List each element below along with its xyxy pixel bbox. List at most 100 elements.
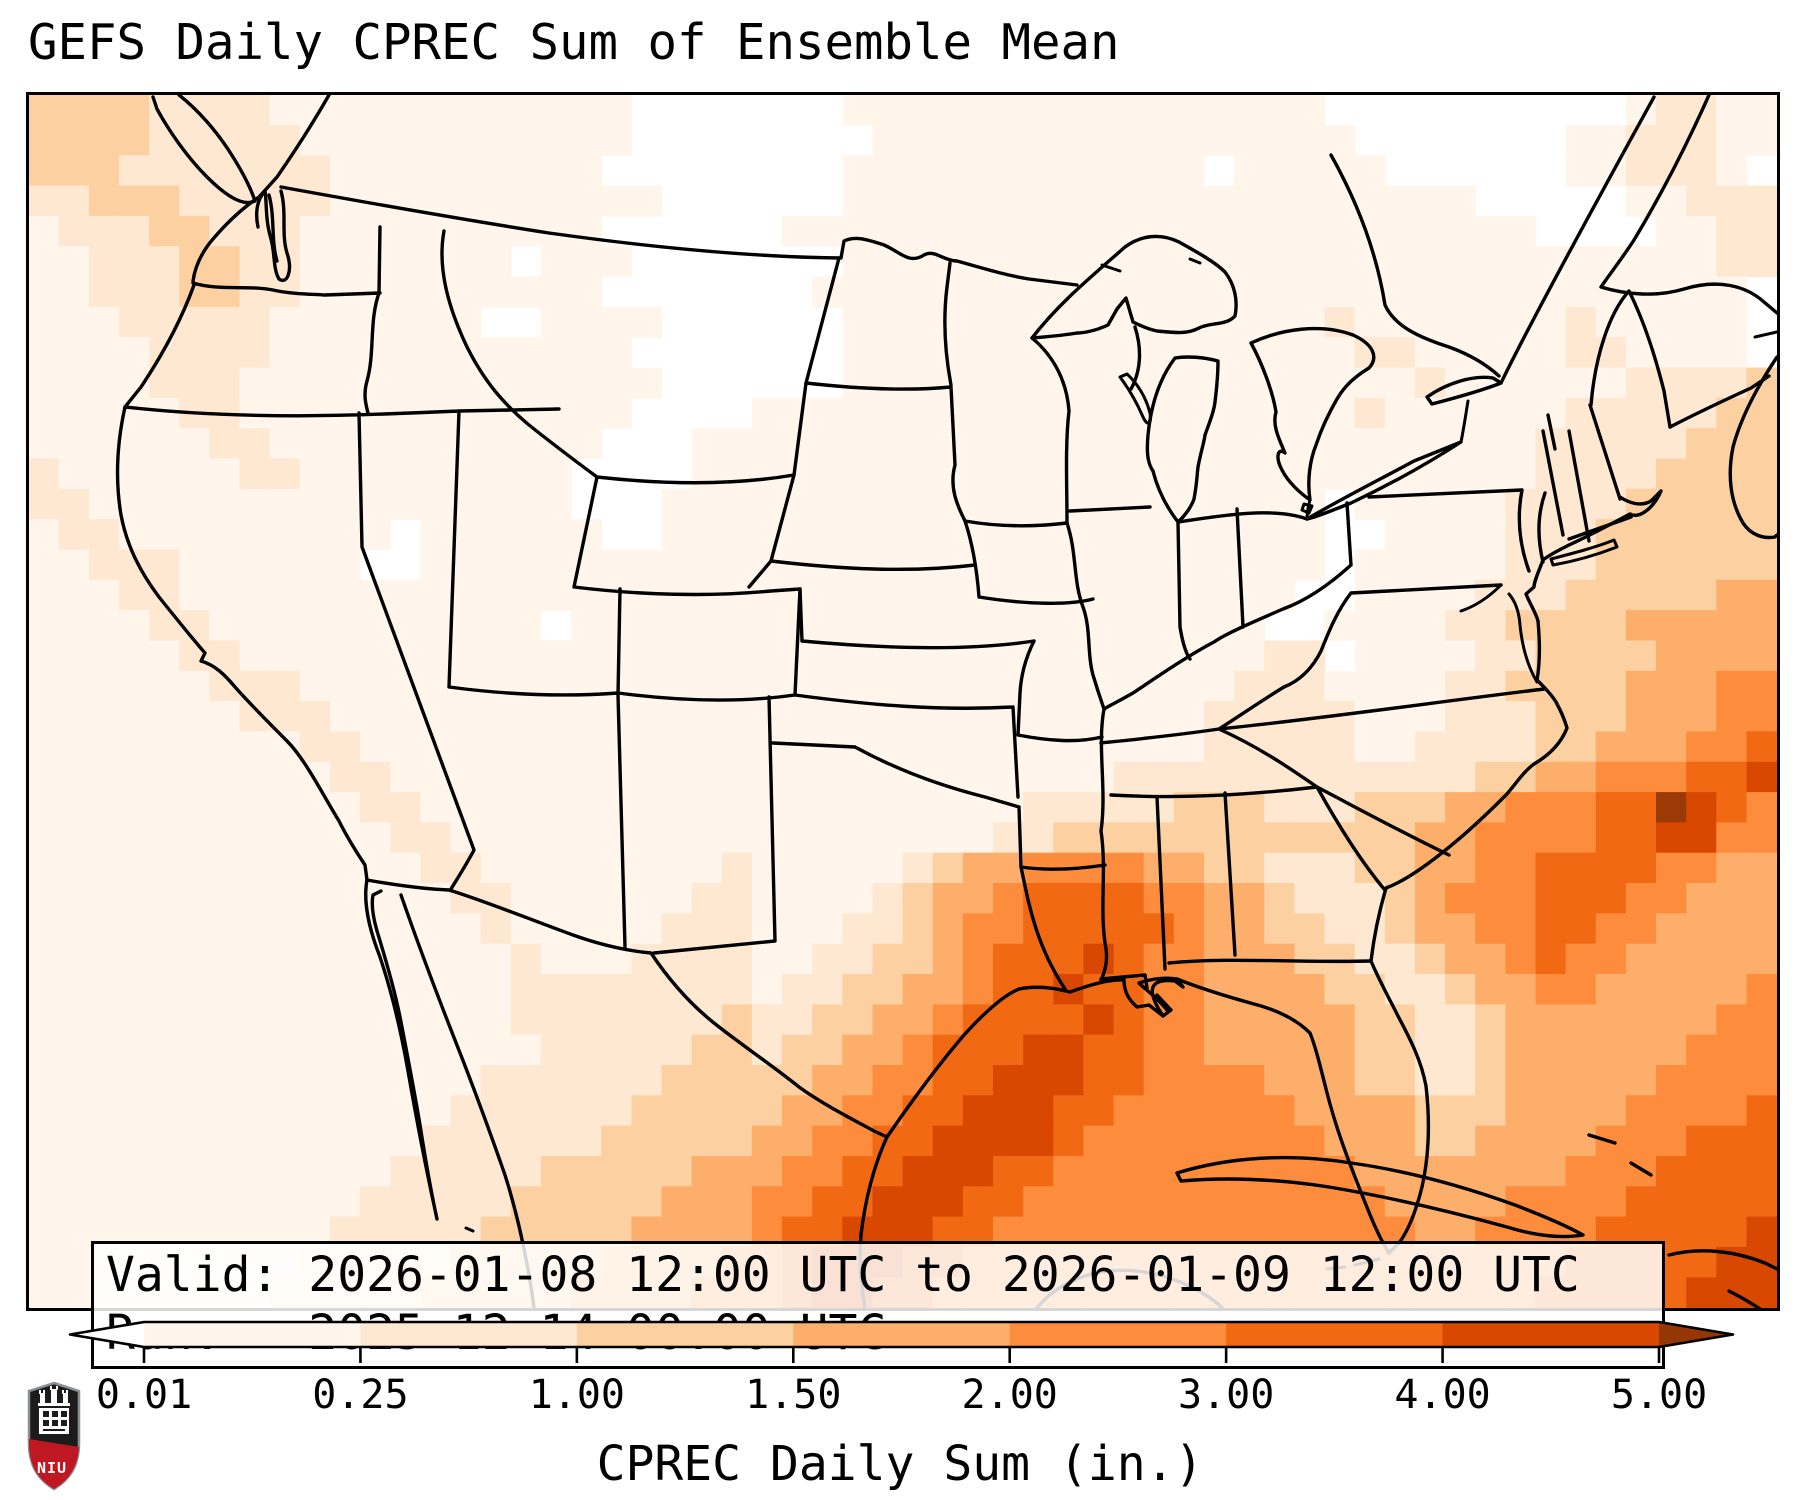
precip-cell bbox=[149, 701, 181, 733]
precip-cell bbox=[721, 701, 753, 733]
precip-cell bbox=[962, 276, 994, 308]
precip-cell bbox=[721, 852, 753, 884]
precip-cell bbox=[58, 913, 90, 945]
precip-cell bbox=[119, 852, 150, 884]
precip-cell bbox=[58, 458, 90, 490]
precip-cell bbox=[1113, 155, 1145, 187]
precip-cell bbox=[29, 822, 60, 854]
precip-cell bbox=[450, 155, 482, 187]
precip-cell bbox=[149, 852, 181, 884]
precip-cell bbox=[88, 458, 120, 490]
precip-cell bbox=[631, 610, 663, 642]
precip-cell bbox=[480, 822, 512, 854]
precip-cell bbox=[1625, 579, 1657, 611]
precip-cell bbox=[239, 124, 271, 156]
precip-cell bbox=[540, 397, 572, 429]
precip-cell bbox=[1023, 1095, 1055, 1127]
precip-cell bbox=[872, 428, 904, 460]
precip-cell bbox=[1234, 246, 1265, 278]
precip-cell bbox=[58, 155, 90, 187]
precip-cell bbox=[962, 488, 994, 520]
precip-cell bbox=[1625, 852, 1657, 884]
precip-cell bbox=[1053, 913, 1085, 945]
precip-cell bbox=[902, 428, 934, 460]
island-dot bbox=[464, 1226, 475, 1233]
precip-cell bbox=[88, 943, 120, 975]
precip-cell bbox=[179, 337, 211, 369]
precip-cell bbox=[1445, 1125, 1476, 1157]
precip-cell bbox=[540, 883, 572, 915]
precip-cell bbox=[239, 761, 271, 793]
precip-cell bbox=[1294, 397, 1326, 429]
precip-cell bbox=[420, 1065, 452, 1097]
precip-cell bbox=[88, 1186, 120, 1218]
precip-cell bbox=[1625, 670, 1657, 702]
precip-cell bbox=[1234, 731, 1265, 763]
precip-cell bbox=[510, 1095, 542, 1127]
precip-cell bbox=[1686, 1125, 1718, 1157]
precip-cell bbox=[1143, 124, 1175, 156]
precip-cell bbox=[721, 731, 753, 763]
precip-cell bbox=[540, 246, 572, 278]
precip-cell bbox=[842, 549, 874, 581]
precip-cell bbox=[119, 185, 150, 217]
precip-cell bbox=[1204, 913, 1235, 945]
precip-cell bbox=[209, 943, 241, 975]
precip-cell bbox=[1535, 1186, 1567, 1218]
precip-cell bbox=[209, 579, 241, 611]
precip-cell bbox=[812, 579, 844, 611]
precip-cell bbox=[29, 95, 60, 126]
precip-cell bbox=[1445, 883, 1476, 915]
precip-cell bbox=[299, 1034, 331, 1066]
precip-cell bbox=[993, 337, 1024, 369]
precip-cell bbox=[782, 943, 813, 975]
precip-cell bbox=[58, 428, 90, 460]
precip-cell bbox=[1023, 124, 1055, 156]
precip-cell bbox=[1113, 95, 1145, 126]
precip-cell bbox=[480, 731, 512, 763]
precip-cell bbox=[1716, 337, 1748, 369]
precip-cell bbox=[1414, 974, 1446, 1006]
precip-cell bbox=[1565, 792, 1597, 824]
precip-cell bbox=[1475, 1034, 1507, 1066]
precip-cell bbox=[1173, 276, 1205, 308]
precip-cell bbox=[842, 1156, 874, 1188]
precip-cell bbox=[510, 579, 542, 611]
precip-cell bbox=[1535, 337, 1567, 369]
precip-cell bbox=[571, 1125, 602, 1157]
precip-cell bbox=[1686, 337, 1718, 369]
precip-cell bbox=[1414, 792, 1446, 824]
precip-cell bbox=[1535, 1095, 1567, 1127]
precip-cell bbox=[119, 276, 150, 308]
precip-cell bbox=[299, 488, 331, 520]
precip-cell bbox=[812, 1034, 844, 1066]
precip-cell bbox=[1354, 670, 1386, 702]
precip-cell bbox=[179, 488, 211, 520]
precip-cell bbox=[1445, 276, 1476, 308]
precip-cell bbox=[390, 731, 422, 763]
precip-cell bbox=[902, 1125, 934, 1157]
precip-cell bbox=[601, 397, 633, 429]
precip-cell bbox=[1716, 1034, 1748, 1066]
precip-cell bbox=[1384, 1125, 1416, 1157]
precip-cell bbox=[29, 124, 60, 156]
precip-cell bbox=[1294, 276, 1326, 308]
precip-cell bbox=[1204, 185, 1235, 217]
precip-cell bbox=[1475, 1004, 1507, 1036]
precip-cell bbox=[902, 306, 934, 338]
precip-cell bbox=[450, 246, 482, 278]
precip-cell bbox=[1686, 670, 1718, 702]
precip-cell bbox=[269, 1034, 301, 1066]
precip-cell bbox=[269, 337, 301, 369]
precip-cell bbox=[1173, 1065, 1205, 1097]
precip-cell bbox=[1475, 458, 1507, 490]
precip-cell bbox=[390, 215, 422, 247]
precip-cell bbox=[962, 215, 994, 247]
precip-cell bbox=[1625, 913, 1657, 945]
precip-cell bbox=[1535, 246, 1567, 278]
precip-cell bbox=[1264, 731, 1296, 763]
precip-cell bbox=[571, 1065, 602, 1097]
precip-cell bbox=[1686, 428, 1718, 460]
precip-cell bbox=[299, 1004, 331, 1036]
